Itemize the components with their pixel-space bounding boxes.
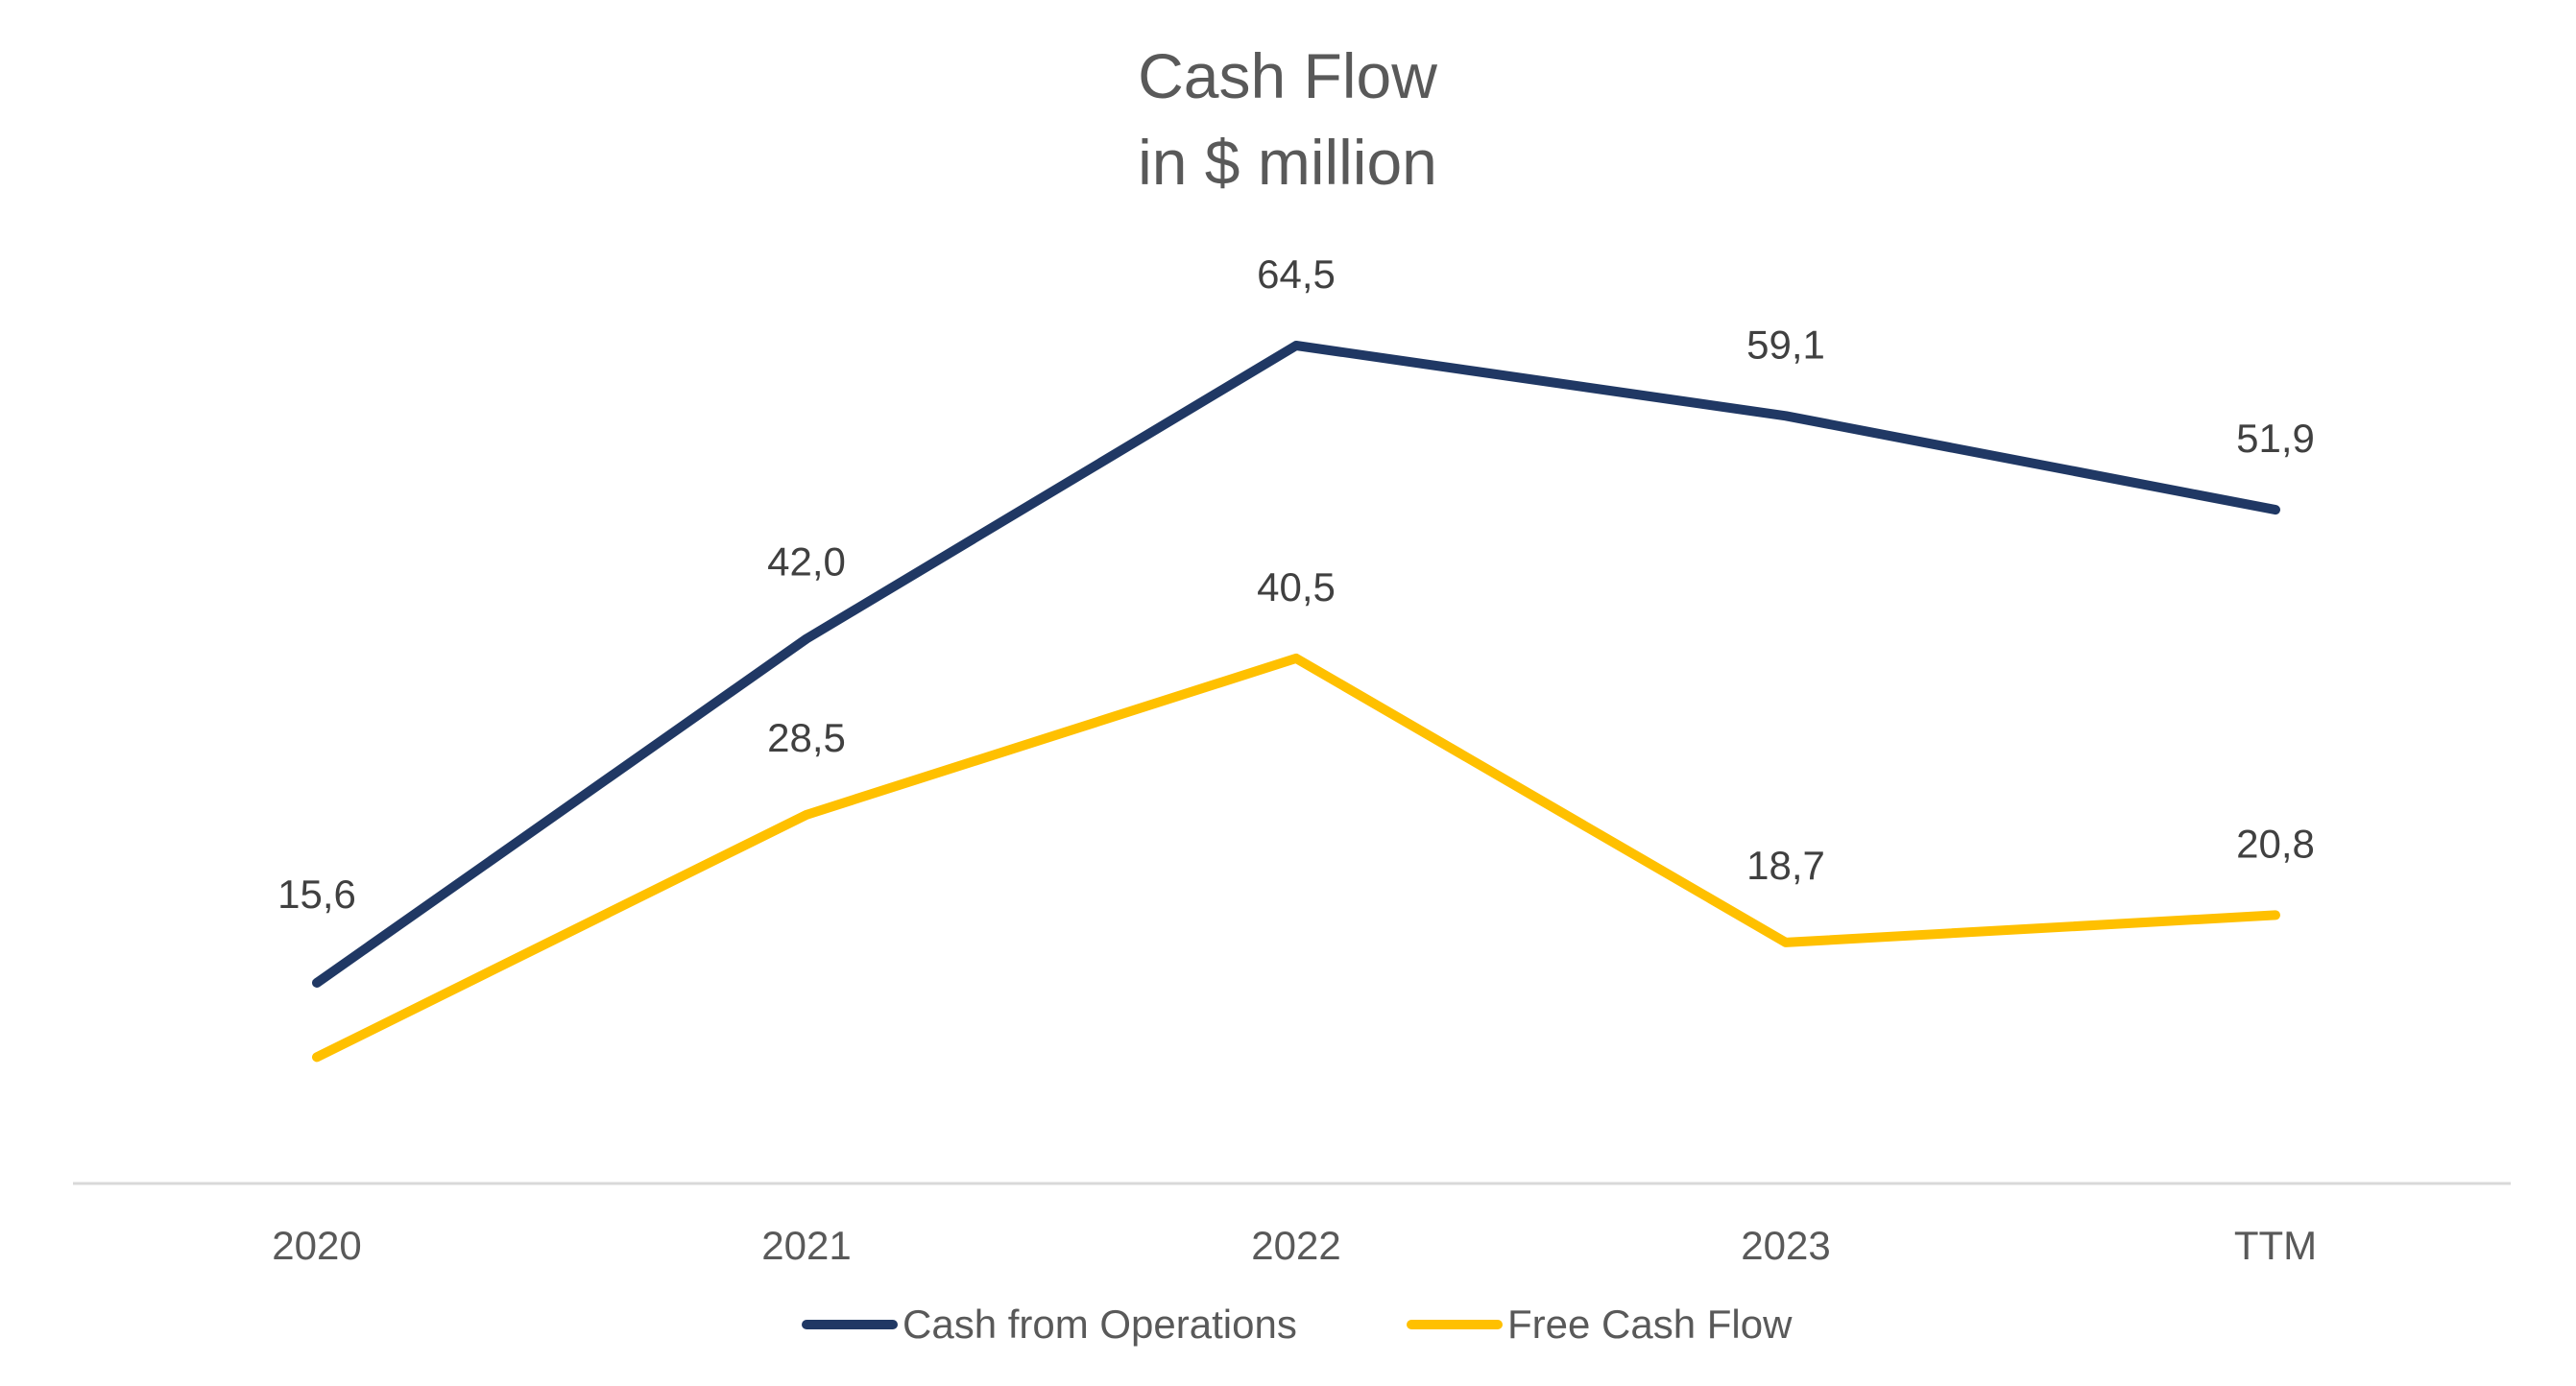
data-label: 20,8 xyxy=(2236,821,2315,866)
data-point xyxy=(1785,941,1787,944)
data-point xyxy=(806,637,807,640)
data-point xyxy=(316,1056,318,1059)
x-tick-label: 2023 xyxy=(1741,1223,1830,1268)
x-axis-ticks: 2020 2021 2022 2023 TTM xyxy=(272,1223,2317,1268)
data-label: 59,1 xyxy=(1746,322,1825,367)
data-label: 64,5 xyxy=(1257,251,1336,297)
chart-subtitle: in $ million xyxy=(1138,127,1437,198)
series-layer xyxy=(312,341,2280,1063)
data-point xyxy=(2275,914,2276,917)
x-tick-label: 2021 xyxy=(761,1223,851,1268)
data-point xyxy=(1295,345,1297,346)
legend: Cash from Operations Free Cash Flow xyxy=(802,1302,1793,1347)
data-labels: 15,6 42,0 64,5 59,1 51,9 28,5 40,5 18,7 20,8 xyxy=(277,251,2315,917)
data-label: 42,0 xyxy=(767,539,846,585)
series-line-cash-from-operations xyxy=(312,341,2280,988)
series-line-free-cash-flow xyxy=(312,653,2280,1063)
data-point xyxy=(316,982,318,984)
data-label: 28,5 xyxy=(767,715,846,760)
data-label: 15,6 xyxy=(277,872,356,917)
data-point xyxy=(806,813,807,816)
legend-label: Free Cash Flow xyxy=(1507,1302,1793,1347)
x-tick-label: TTM xyxy=(2234,1223,2317,1268)
x-tick-label: 2020 xyxy=(272,1223,361,1268)
x-tick-label: 2022 xyxy=(1251,1223,1340,1268)
chart-title: Cash Flow xyxy=(1138,40,1437,111)
data-point xyxy=(1295,657,1297,659)
legend-label: Cash from Operations xyxy=(903,1302,1297,1347)
data-label: 18,7 xyxy=(1746,843,1825,888)
data-point xyxy=(2275,509,2276,512)
data-label: 51,9 xyxy=(2236,416,2315,461)
data-label: 40,5 xyxy=(1257,564,1336,609)
data-point xyxy=(1785,415,1787,418)
